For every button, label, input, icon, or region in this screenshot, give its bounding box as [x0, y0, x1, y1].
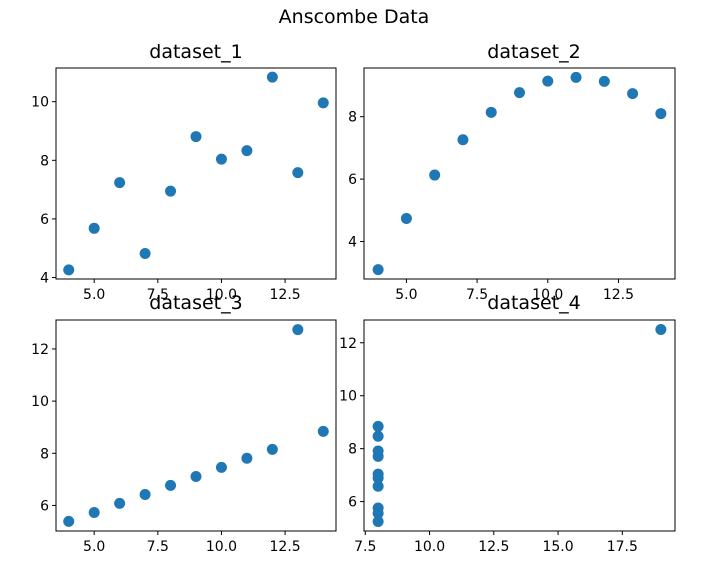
subplot-1-point: [215, 153, 227, 165]
subplot-2-point: [372, 264, 384, 276]
subplot-3-marks: 5.0 7.5 10.0 12.5 6 8 10 12: [31, 324, 329, 555]
subplot-2-point: [655, 108, 667, 120]
subplot-4-xtick-label: 15.0: [542, 539, 573, 555]
subplot-1-xtick-label: 10.0: [206, 287, 237, 303]
subplot-3-xtick-label: 12.5: [270, 539, 301, 555]
subplot-1-point: [190, 131, 202, 143]
subplot-4-point: [372, 507, 384, 519]
subplot-2-point: [429, 169, 441, 181]
subplot-1-point: [266, 71, 278, 83]
subplot-1-point: [317, 97, 329, 109]
subplot-4-xtick-label: 10.0: [414, 539, 445, 555]
subplot-4-ytick-label: 8: [348, 442, 357, 458]
subplot-2-point: [400, 212, 412, 224]
subplot-1-xtick-label: 5.0: [83, 287, 105, 303]
subplot-1-frame: [55, 67, 337, 280]
subplot-4-ytick-label: 12: [339, 336, 357, 352]
subplot-1-marks: 5.0 7.5 10.0 12.5 4 6 8 10: [31, 71, 329, 303]
subplot-4-ytick-label: 10: [339, 389, 357, 405]
subplot-3-ytick-label: 8: [40, 446, 49, 462]
subplot-3-point: [317, 425, 329, 437]
subplot-3-point: [139, 488, 151, 500]
subplot-2-xtick-label: 12.5: [603, 287, 634, 303]
subplot-3-point: [88, 506, 100, 518]
subplot-3-point: [292, 324, 304, 336]
subplot-4-point: [372, 430, 384, 442]
subplot-2-point: [542, 75, 554, 87]
subplot-3: dataset_3: [55, 292, 337, 532]
subplot-4-point: [372, 420, 384, 432]
subplot-1-point: [165, 185, 177, 197]
subplot-4: dataset_4: [363, 292, 676, 532]
subplot-4-point: [372, 472, 384, 484]
subplot-2-xtick-label: 10.0: [532, 287, 563, 303]
subplot-2-point: [598, 75, 610, 87]
subplot-2-xtick-label: 5.0: [395, 287, 417, 303]
subplot-4-xtick-label: 17.5: [607, 539, 638, 555]
subplot-3-point: [165, 479, 177, 491]
subplot-2-title: dataset_2: [487, 41, 580, 63]
subplot-1-xtick-label: 7.5: [147, 287, 169, 303]
subplot-2-point: [570, 71, 582, 83]
subplot-1-ytick-label: 10: [31, 95, 49, 111]
subplot-2-xtick-label: 7.5: [466, 287, 488, 303]
subplot-3-point: [266, 443, 278, 455]
subplot-2-point: [485, 106, 497, 118]
subplot-1-point: [63, 264, 75, 276]
subplot-1-point: [292, 167, 304, 179]
subplot-4-marks: 7.5 10.0 12.5 15.0 17.5 6 8 10 12: [339, 324, 667, 555]
subplot-4-xtick-label: 7.5: [354, 539, 376, 555]
subplot-2-ytick-label: 4: [348, 235, 357, 251]
subplot-3-frame: [55, 319, 337, 532]
subplot-3-ytick-label: 10: [31, 394, 49, 410]
subplot-4-title: dataset_4: [487, 292, 580, 314]
subplot-4-point: [655, 324, 667, 336]
subplot-1-ytick-label: 4: [40, 271, 49, 287]
subplot-2-point: [457, 134, 469, 146]
subplot-1-title: dataset_1: [149, 41, 242, 63]
subplot-1-ytick-label: 8: [40, 153, 49, 169]
subplot-3-ytick-label: 12: [31, 342, 49, 358]
subplot-2-ytick-label: 8: [348, 110, 357, 126]
subplot-3-point: [63, 515, 75, 527]
subplot-3-point: [190, 470, 202, 482]
subplot-4-point: [372, 445, 384, 457]
subplot-3-point: [114, 497, 126, 509]
subplot-3-xtick-label: 7.5: [147, 539, 169, 555]
subplot-4-point: [372, 480, 384, 492]
subplot-4-ytick-label: 6: [348, 495, 357, 511]
subplot-1-point: [88, 222, 100, 234]
subplot-2-point: [627, 88, 639, 100]
subplot-1-ytick-label: 6: [40, 212, 49, 228]
subplot-2-point: [514, 87, 525, 99]
figure-title: Anscombe Data: [279, 6, 430, 28]
subplot-1: dataset_1: [55, 41, 337, 280]
subplot-1-point: [114, 177, 126, 189]
subplot-1-xtick-label: 12.5: [270, 287, 301, 303]
subplot-1-point: [139, 248, 151, 260]
subplot-2: dataset_2: [363, 41, 676, 280]
subplot-4-point: [372, 515, 384, 527]
subplot-3-point: [215, 461, 227, 473]
subplot-2-marks: 5.0 7.5 10.0 12.5 4 6 8: [348, 71, 667, 303]
subplot-1-point: [241, 145, 253, 157]
subplot-2-frame: [363, 67, 676, 280]
subplot-3-point: [241, 452, 253, 464]
subplot-3-ytick-label: 6: [40, 498, 49, 514]
subplot-3-xtick-label: 10.0: [206, 539, 237, 555]
subplot-4-xtick-label: 12.5: [478, 539, 509, 555]
subplot-3-xtick-label: 5.0: [83, 539, 105, 555]
subplot-4-frame: [363, 319, 676, 532]
subplot-2-ytick-label: 6: [348, 172, 357, 188]
subplot-3-title: dataset_3: [149, 292, 242, 314]
